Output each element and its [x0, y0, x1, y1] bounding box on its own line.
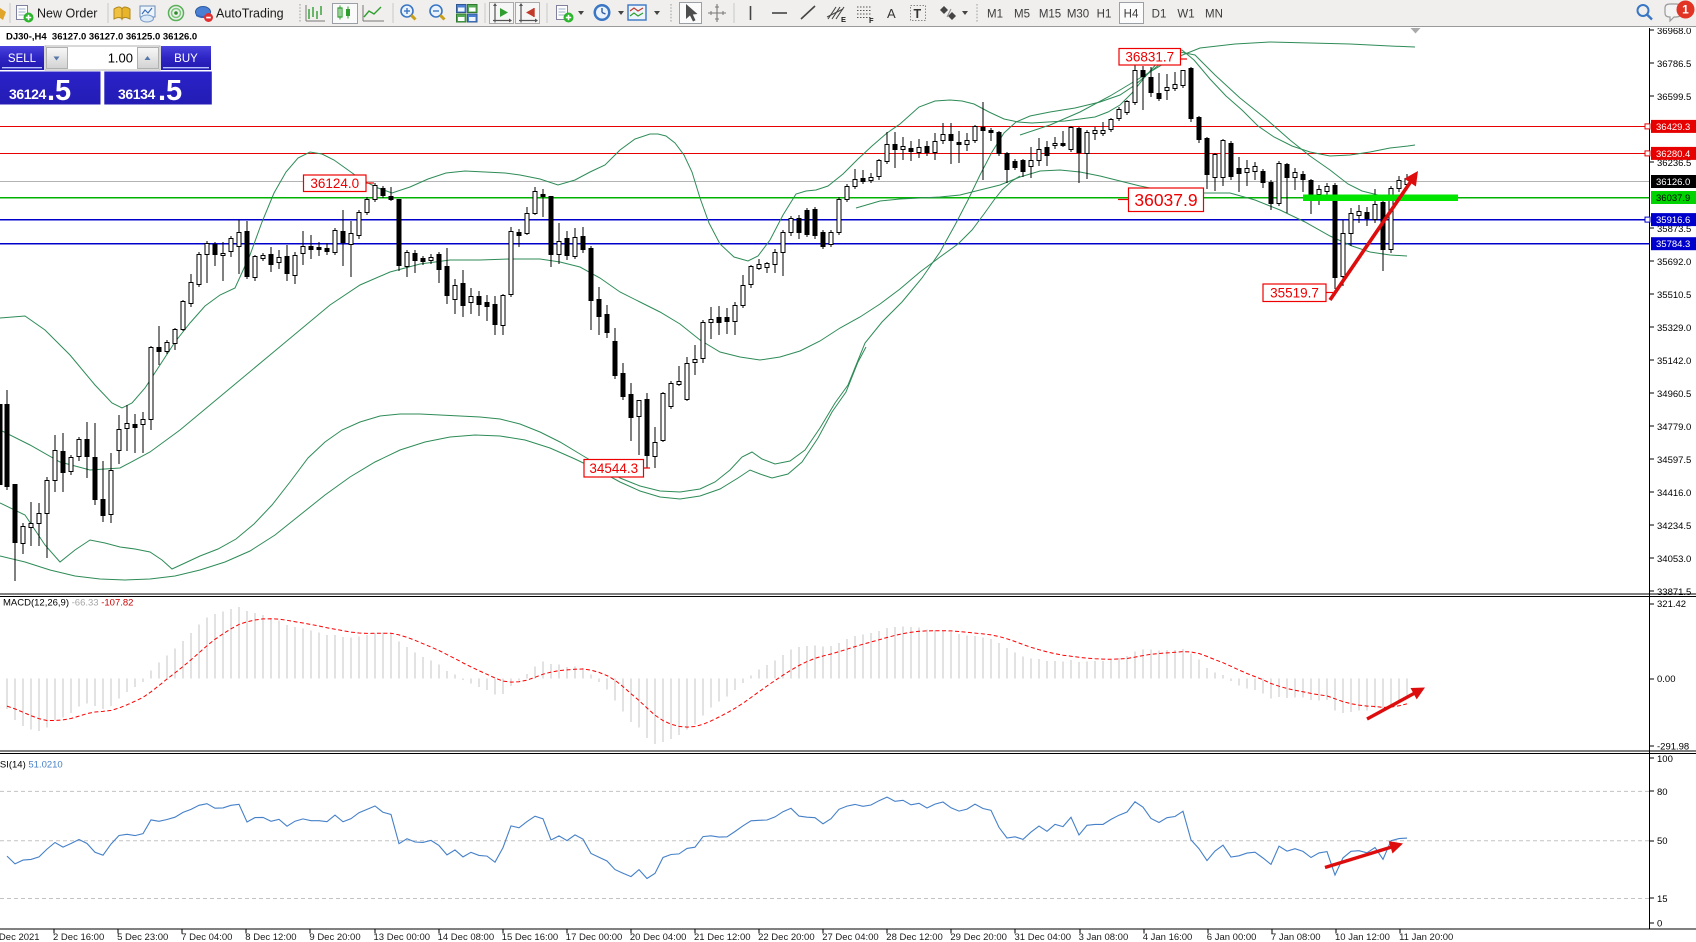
svg-text:5 Dec 23:00: 5 Dec 23:00 [117, 932, 168, 942]
svg-text:AutoTrading: AutoTrading [216, 7, 284, 21]
svg-text:9 Dec 20:00: 9 Dec 20:00 [309, 932, 360, 942]
svg-text:A: A [887, 6, 896, 21]
svg-text:W1: W1 [1177, 9, 1194, 21]
svg-text:7 Dec 04:00: 7 Dec 04:00 [181, 932, 232, 942]
svg-text:0.00: 0.00 [1657, 674, 1676, 685]
svg-text:BUY: BUY [174, 53, 198, 65]
svg-text:E: E [841, 15, 846, 24]
svg-text:20 Dec 04:00: 20 Dec 04:00 [630, 932, 687, 942]
svg-text:D1: D1 [1152, 9, 1167, 21]
svg-text:10 Jan 12:00: 10 Jan 12:00 [1335, 932, 1390, 942]
svg-text:36037.9: 36037.9 [1656, 193, 1690, 204]
svg-text:M1: M1 [987, 9, 1003, 21]
svg-text:0: 0 [1657, 919, 1662, 930]
svg-text:36037.9: 36037.9 [1134, 190, 1197, 210]
svg-text:36134: 36134 [118, 86, 156, 102]
svg-text:28 Dec 12:00: 28 Dec 12:00 [886, 932, 943, 942]
svg-text:35784.3: 35784.3 [1656, 239, 1690, 250]
svg-text:14 Dec 08:00: 14 Dec 08:00 [438, 932, 495, 942]
svg-text:New Order: New Order [37, 7, 97, 21]
svg-text:36124.0: 36124.0 [310, 176, 359, 191]
svg-text:17 Dec 00:00: 17 Dec 00:00 [566, 932, 623, 942]
svg-text:7 Jan 08:00: 7 Jan 08:00 [1271, 932, 1321, 942]
svg-text:35510.5: 35510.5 [1657, 290, 1691, 301]
svg-text:1: 1 [1682, 3, 1689, 17]
svg-text:36280.4: 36280.4 [1656, 149, 1690, 160]
svg-text:34234.5: 34234.5 [1657, 521, 1691, 532]
svg-text:15 Dec 16:00: 15 Dec 16:00 [502, 932, 559, 942]
svg-text:DJ30-,H4 36127.0 36127.0 3612: DJ30-,H4 36127.0 36127.0 36125.0 36126.0 [6, 32, 197, 43]
svg-text:34597.5: 34597.5 [1657, 455, 1691, 466]
svg-text:36968.0: 36968.0 [1657, 28, 1691, 37]
svg-text:RSI(14) 51.0210: RSI(14) 51.0210 [0, 760, 63, 771]
svg-text:29 Dec 20:00: 29 Dec 20:00 [950, 932, 1007, 942]
svg-text:36831.7: 36831.7 [1125, 50, 1174, 65]
svg-text:35692.0: 35692.0 [1657, 257, 1691, 268]
svg-text:M15: M15 [1039, 9, 1061, 21]
svg-text:35916.6: 35916.6 [1656, 215, 1690, 226]
svg-text:50: 50 [1657, 836, 1668, 847]
svg-text:34779.0: 34779.0 [1657, 422, 1691, 433]
svg-text:SELL: SELL [8, 53, 37, 65]
svg-text:36429.3: 36429.3 [1656, 122, 1690, 133]
svg-text:35519.7: 35519.7 [1270, 286, 1319, 301]
svg-text:34416.0: 34416.0 [1657, 488, 1691, 499]
svg-text:22 Dec 20:00: 22 Dec 20:00 [758, 932, 815, 942]
svg-text:.5: .5 [158, 75, 182, 107]
svg-text:35873.5: 35873.5 [1657, 224, 1691, 235]
svg-text:36599.5: 36599.5 [1657, 92, 1691, 103]
svg-text:13 Dec 00:00: 13 Dec 00:00 [374, 932, 431, 942]
svg-text:MN: MN [1205, 9, 1223, 21]
svg-text:11 Jan 20:00: 11 Jan 20:00 [1399, 932, 1453, 942]
svg-text:MACD(12,26,9) -66.33 -107.82: MACD(12,26,9) -66.33 -107.82 [3, 598, 133, 609]
svg-text:35142.0: 35142.0 [1657, 356, 1691, 367]
svg-text:-291.98: -291.98 [1657, 741, 1689, 752]
svg-text:4 Jan 16:00: 4 Jan 16:00 [1143, 932, 1193, 942]
svg-text:1 Dec 2021: 1 Dec 2021 [0, 932, 40, 942]
svg-text:F: F [869, 16, 874, 25]
svg-text:6 Jan 00:00: 6 Jan 00:00 [1207, 932, 1257, 942]
svg-text:31 Dec 04:00: 31 Dec 04:00 [1015, 932, 1072, 942]
svg-text:T: T [914, 7, 922, 21]
svg-text:15: 15 [1657, 894, 1668, 905]
svg-text:36124: 36124 [9, 86, 47, 102]
svg-text:2 Dec 16:00: 2 Dec 16:00 [53, 932, 104, 942]
svg-text:1.00: 1.00 [108, 51, 133, 66]
svg-text:36236.5: 36236.5 [1657, 158, 1691, 169]
svg-text:34053.0: 34053.0 [1657, 554, 1691, 565]
svg-text:34960.5: 34960.5 [1657, 389, 1691, 400]
svg-text:H4: H4 [1124, 9, 1139, 21]
svg-text:M30: M30 [1067, 9, 1089, 21]
svg-text:321.42: 321.42 [1657, 599, 1686, 610]
svg-text:34544.3: 34544.3 [589, 461, 638, 476]
svg-text:35329.0: 35329.0 [1657, 323, 1691, 334]
svg-text:33871.5: 33871.5 [1657, 587, 1691, 598]
svg-text:.5: .5 [47, 75, 71, 107]
svg-text:36786.5: 36786.5 [1657, 59, 1691, 70]
svg-text:3 Jan 08:00: 3 Jan 08:00 [1079, 932, 1129, 942]
svg-text:M5: M5 [1014, 9, 1030, 21]
svg-text:21 Dec 12:00: 21 Dec 12:00 [694, 932, 751, 942]
svg-text:36126.0: 36126.0 [1656, 177, 1690, 188]
svg-text:80: 80 [1657, 787, 1668, 798]
svg-text:100: 100 [1657, 754, 1673, 765]
svg-text:8 Dec 12:00: 8 Dec 12:00 [245, 932, 296, 942]
svg-text:H1: H1 [1097, 9, 1112, 21]
svg-text:27 Dec 04:00: 27 Dec 04:00 [822, 932, 879, 942]
